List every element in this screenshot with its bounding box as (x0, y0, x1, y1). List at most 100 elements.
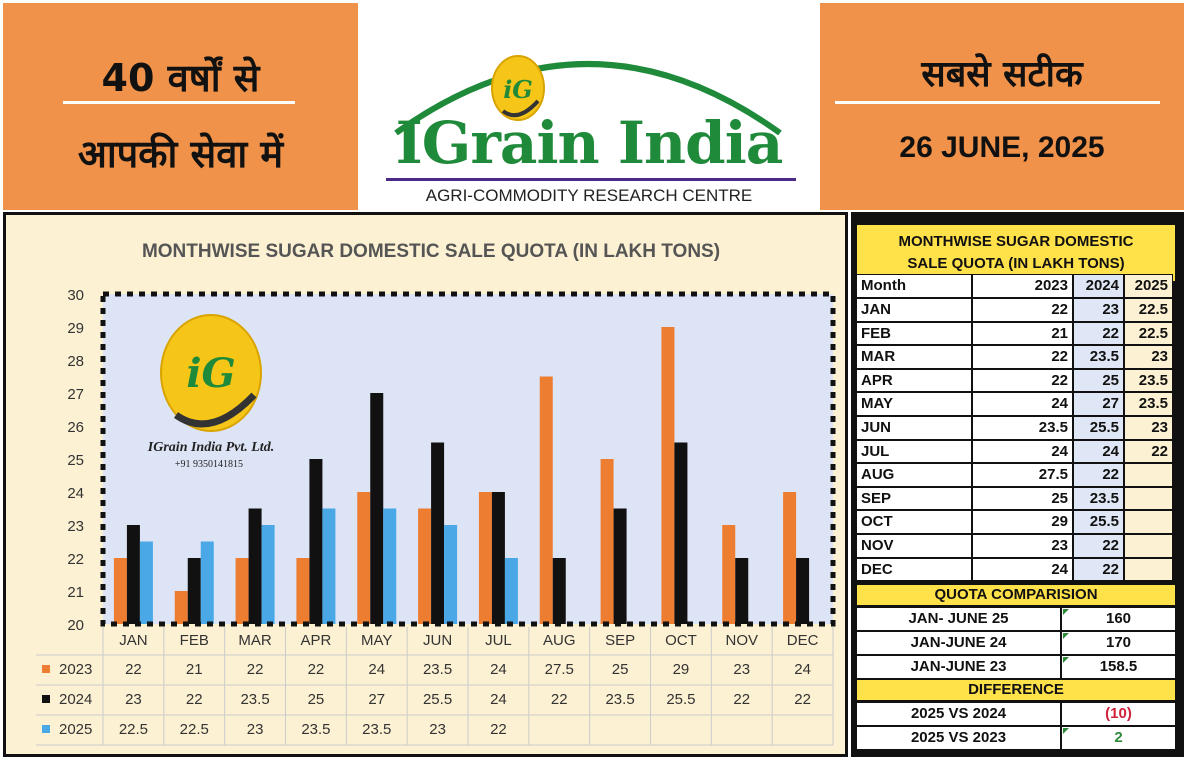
table-value-cell: 24 (972, 439, 1073, 464)
table-month-cell: MAY (856, 392, 972, 416)
table-value-cell: 23 (1124, 416, 1173, 440)
table-value-cell: 23.5 (1124, 368, 1173, 393)
data-label-2023: 22 (125, 661, 142, 678)
table-value-cell (1124, 557, 1173, 582)
y-tick-label: 28 (67, 353, 84, 370)
table-value-cell: 23 (1073, 298, 1124, 322)
brand-logo-icon: iG (491, 55, 545, 121)
table-value-cell: 25 (1073, 368, 1124, 393)
table-month-cell: JAN (856, 298, 972, 322)
table-header-cell: 2023 (972, 274, 1073, 298)
bar-2023-apr (296, 558, 310, 624)
bar-2023-dec (783, 492, 797, 624)
table-value-cell: 22.5 (1124, 321, 1173, 346)
y-tick-label: 21 (67, 584, 84, 601)
y-tick-label: 22 (67, 551, 84, 568)
data-label-2023: 24 (490, 661, 507, 678)
data-label-2025: 22 (490, 721, 507, 738)
watermark-logo-text: iG (186, 350, 235, 397)
legend-key-2024 (42, 695, 50, 703)
x-tick-label: JUL (485, 632, 512, 649)
difference-row-value: 2 (1061, 726, 1176, 750)
x-tick-label: APR (300, 632, 331, 649)
table-month-cell: JUL (856, 439, 972, 464)
x-tick-label: DEC (787, 632, 819, 649)
cell-marker-icon (1063, 728, 1069, 734)
bar-2025-feb (200, 541, 214, 624)
bar-2024-mar (248, 508, 262, 624)
watermark-phone: +91 9350141815 (175, 459, 243, 470)
y-tick-label: 29 (67, 320, 84, 337)
watermark-logo-icon (160, 314, 262, 432)
difference-row-label: 2025 VS 2024 (856, 702, 1061, 726)
data-label-2025: 22.5 (119, 721, 148, 738)
table-value-cell: 22 (1124, 439, 1173, 464)
header-left-panel: 40 वर्षों से आपकी सेवा में (3, 3, 358, 210)
data-label-2024: 24 (490, 691, 507, 708)
table-header-cell: 2025 (1124, 274, 1173, 298)
bar-2023-nov (722, 525, 736, 624)
table-value-cell: 24 (972, 392, 1073, 416)
bar-2025-may (383, 508, 397, 624)
legend-label-2023: 2023 (59, 661, 92, 678)
bar-2024-may (370, 393, 384, 624)
table-value-cell: 25.5 (1073, 416, 1124, 440)
bar-2023-jun (418, 508, 432, 624)
header-tagline-line1: 40 वर्षों से (101, 56, 260, 100)
legend-label-2024: 2024 (59, 691, 92, 708)
chart-title: MONTHWISE SUGAR DOMESTIC SALE QUOTA (IN … (142, 241, 720, 262)
bar-2023-jul (478, 492, 492, 624)
comparison-row-label: JAN-JUNE 24 (856, 631, 1061, 655)
bar-2023-jan (113, 558, 127, 624)
table-value-cell: 23.5 (1073, 486, 1124, 511)
table-value-cell: 21 (972, 321, 1073, 346)
header-left-divider (63, 101, 295, 104)
table-value-cell: 23 (972, 534, 1073, 558)
header-right-divider (835, 101, 1160, 104)
data-label-2025: 23.5 (362, 721, 391, 738)
table-header-cell: 2024 (1073, 274, 1124, 298)
bar-2024-jan (126, 525, 140, 624)
plot-border (100, 291, 836, 627)
table-value-cell: 24 (972, 557, 1073, 582)
data-label-2024: 22 (186, 691, 203, 708)
y-tick-label: 27 (67, 386, 84, 403)
table-value-cell: 22 (972, 368, 1073, 393)
bar-2025-mar (261, 525, 275, 624)
bar-2023-sep (600, 459, 614, 624)
table-value-cell: 24 (1073, 439, 1124, 464)
data-label-2024: 22 (733, 691, 750, 708)
table-value-cell: 23.5 (1073, 345, 1124, 369)
bar-2023-mar (235, 558, 249, 624)
legend-key-2023 (42, 665, 50, 673)
bar-2024-aug (552, 558, 566, 624)
data-label-2023: 24 (794, 661, 811, 678)
table-month-cell: APR (856, 368, 972, 393)
data-label-2024: 23 (125, 691, 142, 708)
data-label-2023: 27.5 (545, 661, 574, 678)
table-value-cell: 22 (972, 345, 1073, 369)
table-month-cell: OCT (856, 510, 972, 534)
data-label-2023: 22 (308, 661, 325, 678)
table-month-cell: JUN (856, 416, 972, 440)
cell-marker-icon (1063, 657, 1069, 663)
cell-marker-icon (1063, 633, 1069, 639)
table-month-cell: SEP (856, 486, 972, 511)
y-tick-label: 24 (67, 485, 84, 502)
table-value-cell: 25 (972, 486, 1073, 511)
data-label-2024: 23.5 (605, 691, 634, 708)
data-label-2024: 22 (794, 691, 811, 708)
data-label-2025: 23 (247, 721, 264, 738)
table-month-cell: DEC (856, 557, 972, 582)
legend-label-2025: 2025 (59, 721, 92, 738)
table-value-cell: 23.5 (1124, 392, 1173, 416)
x-tick-label: MAY (361, 632, 392, 649)
bar-2024-sep (613, 508, 627, 624)
y-tick-label: 26 (67, 419, 84, 436)
bar-2025-apr (322, 508, 336, 624)
svg-text:iG: iG (503, 75, 533, 104)
data-label-2025: 23 (429, 721, 446, 738)
comparison-row-value: 160 (1061, 607, 1176, 631)
bar-2023-feb (174, 591, 188, 624)
table-title: MONTHWISE SUGAR DOMESTIC SALE QUOTA (IN … (856, 224, 1176, 282)
